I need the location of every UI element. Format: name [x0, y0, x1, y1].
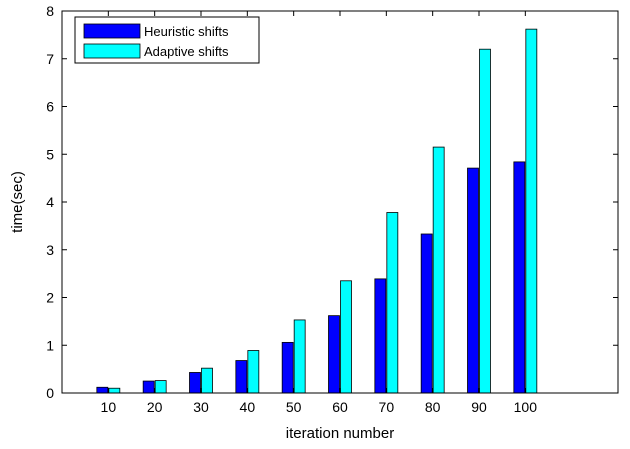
bar-heuristic-100 [513, 161, 526, 394]
bar-heuristic-50 [281, 341, 294, 394]
bar-heuristic-20 [142, 380, 155, 394]
y-tick-label: 1 [46, 337, 54, 353]
x-axis-ticks: 10 20 30 40 50 60 70 80 90 100 [101, 11, 538, 415]
y-axis-label: time(sec) [9, 171, 26, 233]
bar-adaptive-60 [340, 280, 352, 394]
bar-adaptive-40 [247, 350, 260, 394]
legend-label-adaptive: Adaptive shifts [144, 44, 229, 59]
y-tick-label: 5 [46, 146, 54, 162]
bar-heuristic-70 [374, 278, 387, 394]
y-tick-label: 8 [46, 3, 54, 19]
y-tick-label: 6 [46, 99, 54, 115]
bar-heuristic-80 [420, 233, 433, 394]
bar-adaptive-10 [108, 387, 121, 394]
y-tick-label: 7 [46, 51, 54, 67]
bar-adaptive-30 [201, 367, 213, 394]
x-tick-label: 40 [240, 399, 256, 415]
bar-adaptive-100 [525, 28, 538, 394]
plot-area [62, 11, 618, 393]
bar-heuristic-40 [235, 360, 248, 394]
x-tick-label: 30 [193, 399, 209, 415]
bar-adaptive-20 [154, 380, 167, 394]
x-tick-label: 70 [379, 399, 395, 415]
legend-swatch-heuristic [83, 23, 141, 39]
x-axis-label: iteration number [286, 425, 394, 442]
x-tick-label: 60 [332, 399, 348, 415]
legend-label-heuristic: Heuristic shifts [144, 24, 229, 39]
y-tick-label: 4 [46, 194, 54, 210]
bar-adaptive-70 [386, 212, 399, 394]
y-tick-label: 0 [46, 385, 54, 401]
bar-heuristic-60 [328, 315, 340, 394]
x-tick-label: 10 [101, 399, 117, 415]
x-tick-label: 90 [471, 399, 487, 415]
x-tick-label: 100 [514, 399, 538, 415]
legend: Heuristic shifts Adaptive shifts [74, 16, 260, 64]
bar-heuristic-90 [467, 167, 479, 394]
legend-swatch-adaptive [83, 43, 141, 59]
x-tick-label: 50 [286, 399, 302, 415]
y-axis-ticks: 0 1 2 3 4 5 6 7 8 [46, 3, 618, 401]
x-tick-label: 80 [425, 399, 441, 415]
bar-adaptive-90 [479, 48, 491, 394]
bar-heuristic-10 [96, 386, 109, 394]
y-tick-label: 2 [46, 290, 54, 306]
y-tick-label: 3 [46, 242, 54, 258]
bar-adaptive-80 [432, 146, 445, 394]
x-tick-label: 20 [147, 399, 163, 415]
bar-heuristic-30 [189, 372, 201, 394]
bar-adaptive-50 [293, 319, 306, 394]
